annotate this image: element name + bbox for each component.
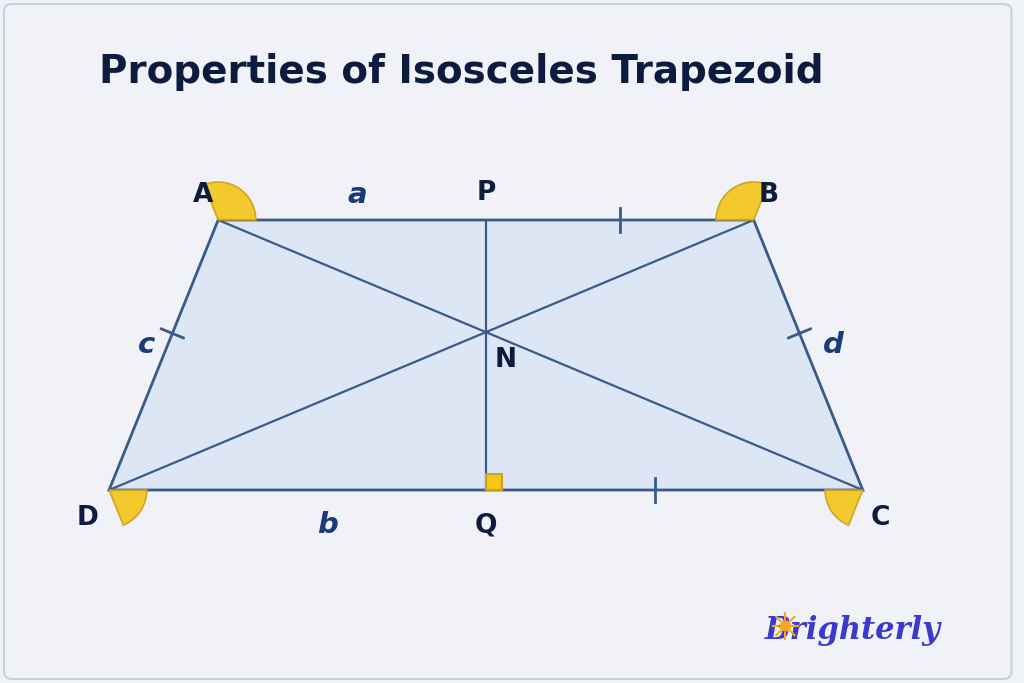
Text: Properties of Isosceles Trapezoid: Properties of Isosceles Trapezoid (99, 53, 823, 91)
Text: a: a (347, 181, 367, 209)
Text: A: A (194, 182, 213, 208)
Text: P: P (476, 180, 496, 206)
Text: c: c (138, 331, 156, 359)
Text: B: B (759, 182, 778, 208)
Text: Brighterly: Brighterly (765, 615, 941, 645)
Polygon shape (110, 220, 863, 490)
Circle shape (780, 621, 791, 631)
Text: N: N (495, 347, 517, 373)
Text: D: D (77, 505, 98, 531)
Wedge shape (825, 490, 863, 525)
Text: C: C (871, 505, 890, 531)
Text: b: b (316, 511, 338, 539)
Wedge shape (716, 182, 768, 220)
Text: Q: Q (475, 512, 498, 538)
Bar (486, 474, 502, 490)
Wedge shape (110, 490, 146, 525)
Wedge shape (204, 182, 256, 220)
Text: d: d (822, 331, 844, 359)
